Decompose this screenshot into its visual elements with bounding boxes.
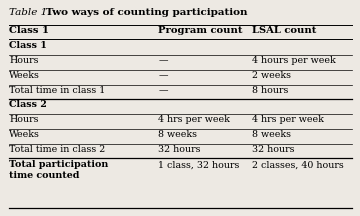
Text: Class 1: Class 1 bbox=[9, 41, 47, 50]
Text: Hours: Hours bbox=[9, 115, 39, 124]
Text: 8 weeks: 8 weeks bbox=[158, 130, 197, 139]
Text: 2 weeks: 2 weeks bbox=[252, 71, 291, 80]
Text: 4 hrs per week: 4 hrs per week bbox=[252, 115, 324, 124]
Text: Hours: Hours bbox=[9, 56, 39, 65]
Text: Weeks: Weeks bbox=[9, 71, 40, 80]
Text: Total time in class 1: Total time in class 1 bbox=[9, 86, 105, 95]
Text: 4 hrs per week: 4 hrs per week bbox=[158, 115, 230, 124]
Text: —: — bbox=[158, 86, 168, 95]
Text: Table 1.: Table 1. bbox=[9, 8, 50, 17]
Text: Total participation: Total participation bbox=[9, 160, 108, 169]
Text: 8 weeks: 8 weeks bbox=[252, 130, 291, 139]
Text: —: — bbox=[158, 56, 168, 65]
Text: —: — bbox=[158, 71, 168, 80]
Text: Program count: Program count bbox=[158, 26, 243, 35]
Text: 8 hours: 8 hours bbox=[252, 86, 288, 95]
Text: 2 classes, 40 hours: 2 classes, 40 hours bbox=[252, 161, 344, 170]
Text: 4 hours per week: 4 hours per week bbox=[252, 56, 336, 65]
Text: Two ways of counting participation: Two ways of counting participation bbox=[42, 8, 248, 17]
Text: Class 1: Class 1 bbox=[9, 26, 49, 35]
Text: time counted: time counted bbox=[9, 171, 79, 180]
Text: LSAL count: LSAL count bbox=[252, 26, 316, 35]
Text: 32 hours: 32 hours bbox=[252, 145, 294, 154]
Text: Weeks: Weeks bbox=[9, 130, 40, 139]
Text: Class 2: Class 2 bbox=[9, 100, 47, 109]
Text: Total time in class 2: Total time in class 2 bbox=[9, 145, 105, 154]
Text: 1 class, 32 hours: 1 class, 32 hours bbox=[158, 161, 240, 170]
Text: 32 hours: 32 hours bbox=[158, 145, 201, 154]
